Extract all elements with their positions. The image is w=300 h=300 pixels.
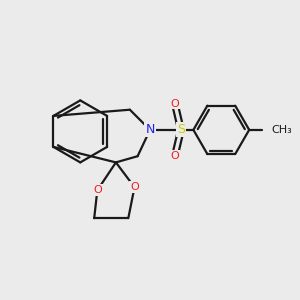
Text: S: S	[177, 123, 185, 136]
Text: O: O	[170, 98, 179, 109]
Text: N: N	[145, 123, 155, 136]
Text: O: O	[130, 182, 139, 192]
Text: O: O	[93, 185, 102, 195]
Text: CH₃: CH₃	[271, 125, 292, 135]
Text: O: O	[170, 151, 179, 161]
